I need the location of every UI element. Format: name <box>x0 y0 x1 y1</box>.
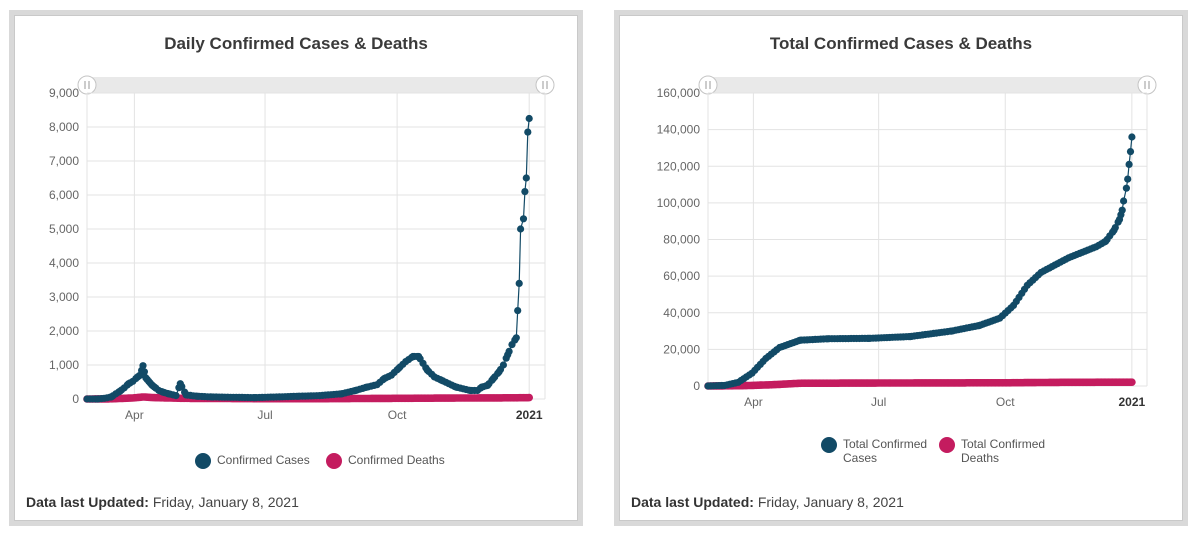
total-chart-title: Total Confirmed Cases & Deaths <box>769 34 1033 53</box>
legend-deaths-label: Confirmed Deaths <box>348 453 445 467</box>
legend-total-cases[interactable]: Total Confirmed Cases <box>821 437 931 465</box>
range-handle-start[interactable] <box>698 75 718 95</box>
confirmed-cases-point <box>178 382 186 391</box>
confirmed-cases-point <box>172 392 180 400</box>
total-confirmed-cases-point <box>1126 148 1135 156</box>
daily-chart-panel: Daily Confirmed Cases & Deaths 0 1,000 2,0… <box>9 10 583 526</box>
y-tick-label: 4,000 <box>49 256 79 270</box>
data-updated-text: Data last Updated: Friday, January 8, 20… <box>631 494 904 510</box>
x-tick-label: 2021 <box>1119 395 1146 409</box>
daily-chart-title: Daily Confirmed Cases & Deaths <box>164 34 428 53</box>
x-tick-label: Oct <box>996 395 1015 409</box>
confirmed-cases-point <box>524 128 532 136</box>
x-tick-label: Apr <box>744 395 763 409</box>
updated-value: Friday, January 8, 2021 <box>152 494 299 510</box>
x-tick-label: Oct <box>388 408 407 422</box>
y-tick-label: 8,000 <box>49 120 79 134</box>
total-chart-panel: Total Confirmed Cases & Deaths 0 20,000 40… <box>614 10 1188 526</box>
legend-cases-label: Confirmed Cases <box>217 453 310 467</box>
y-tick-label: 6,000 <box>49 188 79 202</box>
confirmed-cases-point <box>519 215 528 223</box>
y-tick-label: 40,000 <box>663 306 700 320</box>
total-chart-card: Total Confirmed Cases & Deaths 0 20,000 40… <box>619 15 1183 521</box>
legend-total-deaths-label: Total Confirmed Deaths <box>961 437 1046 465</box>
total-confirmed-cases-point <box>1122 184 1130 192</box>
confirmed-deaths-point <box>525 393 533 402</box>
total-confirmed-cases-point <box>1124 175 1132 183</box>
total-confirmed-cases-point <box>1125 160 1133 168</box>
legend-cases-marker <box>195 453 211 469</box>
confirmed-cases-point <box>521 188 529 196</box>
confirmed-cases-point <box>505 347 513 355</box>
y-tick-label: 7,000 <box>49 154 79 168</box>
confirmed-cases-point <box>522 174 530 182</box>
confirmed-cases-point <box>139 362 147 370</box>
y-tick-label: 3,000 <box>49 290 79 304</box>
updated-label: Data last Updated: <box>26 494 149 510</box>
y-tick-label: 80,000 <box>663 233 700 247</box>
total-confirmed-cases-point <box>1111 224 1119 232</box>
confirmed-cases-point <box>499 361 507 369</box>
legend-total-cases-label: Total Confirmed Cases <box>843 437 928 465</box>
legend-confirmed-deaths[interactable]: Confirmed Deaths <box>326 453 445 469</box>
daily-chart-card: Daily Confirmed Cases & Deaths 0 1,000 2,0… <box>14 15 578 521</box>
confirmed-cases-point <box>525 114 533 123</box>
range-handle-end[interactable] <box>1137 75 1157 95</box>
y-tick-label: 5,000 <box>49 222 79 236</box>
daily-chart: 0 1,000 2,000 3,000 4,000 5,000 6,000 7,000 8,00… <box>49 75 555 422</box>
total-confirmed-cases-point <box>1120 197 1128 205</box>
range-slider-track <box>87 77 545 93</box>
y-tick-label: 60,000 <box>663 269 700 283</box>
x-tick-label: 2021 <box>516 408 543 422</box>
y-tick-label: 0 <box>693 379 700 393</box>
y-tick-label: 20,000 <box>663 342 700 356</box>
y-tick-label: 2,000 <box>49 324 79 338</box>
confirmed-cases-point <box>514 307 522 315</box>
legend-confirmed-cases[interactable]: Confirmed Cases <box>195 453 310 469</box>
range-handle-end[interactable] <box>535 75 555 95</box>
y-tick-label: 120,000 <box>657 159 701 173</box>
data-updated-text: Data last Updated: Friday, January 8, 20… <box>26 494 299 510</box>
confirmed-cases-point <box>515 279 523 287</box>
total-chart: 0 20,000 40,000 60,000 80,000 100,000 120,000 1… <box>657 75 1157 409</box>
legend-total-deaths[interactable]: Total Confirmed Deaths <box>939 437 1053 465</box>
y-tick-label: 1,000 <box>49 358 79 372</box>
y-tick-label: 9,000 <box>49 86 79 100</box>
total-confirmed-cases-point <box>1118 206 1126 214</box>
x-tick-label: Jul <box>257 408 272 422</box>
confirmed-cases-point <box>140 368 148 376</box>
range-slider-track <box>708 77 1147 93</box>
y-tick-label: 160,000 <box>657 86 701 100</box>
confirmed-cases-point <box>512 334 520 342</box>
total-confirmed-cases-point <box>1128 133 1136 141</box>
x-tick-label: Jul <box>871 395 886 409</box>
legend-total-cases-marker <box>821 437 837 453</box>
range-handle-start[interactable] <box>77 75 97 95</box>
x-tick-label: Apr <box>125 408 144 422</box>
updated-value: Friday, January 8, 2021 <box>757 494 904 510</box>
y-tick-label: 100,000 <box>657 196 701 210</box>
y-tick-label: 0 <box>72 392 79 406</box>
legend-deaths-marker <box>326 453 342 469</box>
updated-label: Data last Updated: <box>631 494 754 510</box>
y-tick-label: 140,000 <box>657 123 701 137</box>
legend-total-deaths-marker <box>939 437 955 453</box>
total-confirmed-deaths-point <box>1128 378 1136 387</box>
confirmed-cases-point <box>517 225 525 233</box>
